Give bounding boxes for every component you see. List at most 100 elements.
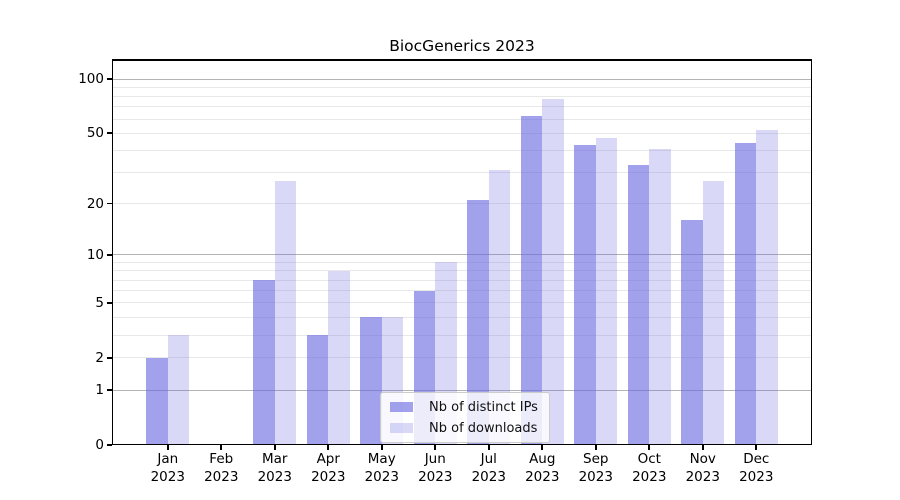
- bar-distinct-ips-aug: [520, 116, 543, 445]
- x-axis-label-month: Jan: [157, 451, 179, 467]
- x-axis-label: Jan 2023: [128, 451, 208, 486]
- x-axis-label: Dec 2023: [716, 451, 796, 486]
- x-axis-label: Sep 2023: [556, 451, 636, 486]
- x-axis-tick: [327, 445, 330, 450]
- x-axis-label: Mar 2023: [235, 451, 315, 486]
- x-axis-label-year: 2023: [311, 468, 346, 485]
- gridline-minor: [113, 118, 811, 120]
- x-axis-label: Jun 2023: [395, 451, 475, 486]
- x-axis-label-year: 2023: [525, 468, 560, 485]
- x-axis-tick: [166, 445, 169, 450]
- x-axis-label-year: 2023: [257, 468, 292, 485]
- x-axis-label-month: Mar: [262, 451, 288, 467]
- y-axis-tick: [107, 78, 112, 80]
- y-axis-tick: [107, 302, 112, 304]
- x-axis-tick: [380, 445, 383, 450]
- legend-item-downloads: Nb of downloads: [390, 419, 538, 437]
- x-axis-label-month: Jul: [480, 451, 497, 467]
- y-axis-tick: [107, 132, 112, 135]
- bar-downloads-apr: [328, 270, 350, 445]
- bar-distinct-ips-apr: [306, 335, 329, 445]
- y-axis-label: 10: [86, 246, 104, 263]
- x-axis-tick: [594, 445, 597, 450]
- gridline-minor: [113, 150, 811, 151]
- gridline-minor: [113, 132, 811, 134]
- spine-right: [810, 59, 813, 446]
- legend-label-downloads: Nb of downloads: [429, 420, 538, 436]
- x-axis-label-year: 2023: [150, 468, 185, 485]
- x-axis-label-year: 2023: [739, 468, 774, 485]
- x-axis-tick: [755, 445, 758, 450]
- legend-swatch-downloads: [390, 422, 413, 434]
- y-axis-label: 50: [86, 125, 104, 142]
- y-axis-tick: [107, 202, 112, 205]
- x-axis-label-month: Sep: [583, 451, 609, 467]
- bar-downloads-oct: [649, 148, 671, 445]
- legend-label-distinct-ips: Nb of distinct IPs: [429, 399, 538, 415]
- y-axis-label: 20: [86, 195, 104, 212]
- x-axis-label-year: 2023: [578, 468, 613, 485]
- x-axis-label: Oct 2023: [609, 451, 689, 486]
- y-axis-label: 0: [95, 437, 104, 453]
- plot-area: [113, 60, 811, 445]
- bar-distinct-ips-jan: [146, 357, 168, 445]
- x-axis-label-month: May: [367, 451, 396, 467]
- x-axis-label-year: 2023: [632, 468, 667, 485]
- x-axis-label-month: Aug: [529, 451, 556, 467]
- y-axis-tick: [107, 389, 112, 391]
- x-axis-tick: [487, 445, 490, 450]
- gridline-minor: [113, 290, 811, 292]
- x-axis-label-year: 2023: [471, 468, 506, 485]
- x-axis-label: Feb 2023: [181, 451, 261, 486]
- y-axis-tick: [107, 444, 112, 446]
- chart-title: BiocGenerics 2023: [389, 37, 535, 55]
- x-axis-label-month: Dec: [743, 451, 770, 467]
- gridline-minor: [113, 279, 811, 281]
- bar-distinct-ips-may: [360, 317, 382, 445]
- gridline-minor: [113, 302, 811, 304]
- x-axis-label-month: Apr: [316, 451, 340, 467]
- bar-downloads-nov: [702, 180, 725, 445]
- bar-distinct-ips-mar: [253, 280, 275, 445]
- bar-distinct-ips-dec: [734, 143, 757, 445]
- y-axis-label: 2: [95, 349, 104, 366]
- bar-downloads-dec: [756, 130, 778, 445]
- gridline-minor: [113, 172, 811, 174]
- x-axis-tick: [434, 445, 437, 450]
- gridline-minor: [113, 96, 811, 98]
- x-axis-label-year: 2023: [364, 468, 399, 485]
- x-axis-label-year: 2023: [204, 468, 239, 485]
- gridline-minor: [113, 334, 811, 336]
- gridline-minor: [113, 86, 811, 88]
- spine-left: [111, 59, 114, 446]
- bar-downloads-jul: [488, 170, 511, 445]
- spine-bottom: [111, 443, 813, 446]
- y-axis-label: 100: [78, 71, 104, 88]
- legend: Nb of distinct IPs Nb of downloads: [380, 392, 550, 443]
- x-axis-tick: [701, 445, 704, 450]
- bar-distinct-ips-jul: [467, 199, 489, 445]
- bar-downloads-jan: [167, 335, 190, 445]
- x-axis-label-month: Oct: [637, 451, 661, 467]
- bar-distinct-ips-oct: [627, 165, 650, 445]
- gridline-major: [113, 78, 811, 80]
- x-axis-label: Aug 2023: [502, 451, 582, 486]
- bar-downloads-aug: [542, 98, 564, 445]
- x-axis-tick: [273, 445, 276, 450]
- bar-downloads-sep: [595, 138, 618, 445]
- x-axis-label-year: 2023: [418, 468, 453, 485]
- gridline-minor: [113, 261, 811, 263]
- x-axis-label-month: Feb: [209, 451, 234, 467]
- x-axis-label: Nov 2023: [663, 451, 743, 486]
- bar-downloads-mar: [274, 180, 297, 445]
- x-axis-label-month: Jun: [424, 451, 446, 467]
- gridline-minor: [113, 106, 811, 108]
- x-axis-label-year: 2023: [685, 468, 720, 485]
- y-axis-label: 5: [95, 294, 104, 311]
- gridline-minor: [113, 203, 811, 205]
- legend-item-distinct-ips: Nb of distinct IPs: [390, 398, 538, 416]
- gridline-minor: [113, 316, 811, 318]
- x-axis-tick: [648, 445, 651, 450]
- y-axis-label: 1: [95, 382, 104, 399]
